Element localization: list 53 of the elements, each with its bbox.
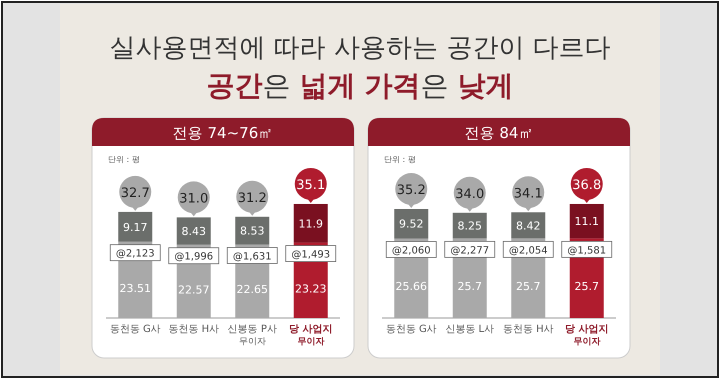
data-label: 23.51 — [120, 282, 151, 295]
annotation: @1,631 — [232, 251, 272, 262]
total-label: 36.8 — [572, 178, 602, 193]
data-label: 22.57 — [178, 283, 210, 296]
data-label: 8.42 — [516, 219, 540, 232]
bar — [294, 204, 328, 243]
data-label: 23.23 — [295, 282, 326, 296]
annotation: @1,996 — [174, 252, 214, 263]
data-label: 8.25 — [458, 220, 482, 233]
x-tick-label: 신봉동 L사 — [445, 324, 494, 335]
bar — [235, 216, 270, 244]
text: 단위 : 평 — [108, 155, 140, 164]
text: 실사용면적에 따라 사용하는 공간이 다르다 — [109, 33, 611, 63]
annotation: @1,493 — [291, 250, 330, 261]
data-label: 25.7 — [458, 280, 482, 294]
total-label: 31.2 — [238, 190, 267, 206]
x-tick-label: 동천동 H사 — [502, 324, 554, 335]
annotation: @2,277 — [450, 245, 490, 256]
annotation: @2,054 — [508, 245, 548, 256]
chart-title: 전용 84㎡ — [464, 124, 534, 142]
total-label: 34.0 — [455, 186, 484, 202]
text: 공간은 넓게 가격은 낮게 — [206, 69, 514, 102]
total-label: 35.2 — [396, 182, 426, 198]
data-label: 9.17 — [123, 220, 148, 234]
data-label: 11.1 — [574, 215, 599, 228]
total-label: 31.0 — [179, 191, 208, 206]
data-label: 25.66 — [396, 280, 427, 294]
bar — [118, 212, 152, 242]
bar — [511, 212, 546, 238]
total-label: 35.1 — [296, 178, 326, 193]
x-tick-label: 동천동 G사 — [386, 324, 437, 335]
text: 단위 : 평 — [384, 155, 416, 164]
data-label: 25.7 — [516, 280, 540, 294]
x-tick-label: 신봉동 P사 무이자 — [228, 324, 277, 347]
total-label: 34.1 — [514, 186, 543, 202]
annotation: @2,060 — [392, 245, 431, 256]
data-label: 25.7 — [574, 280, 599, 294]
data-label: 8.53 — [240, 224, 264, 238]
x-tick-label: 당 사업지 무이자 — [565, 324, 608, 347]
x-tick-label: 동천동 G사 — [110, 324, 161, 335]
data-label: 22.65 — [236, 283, 268, 296]
x-tick-label: 동천동 H사 — [168, 324, 220, 335]
bar — [570, 204, 604, 238]
bar — [394, 208, 428, 238]
annotation: @2,123 — [116, 248, 155, 260]
data-label: 11.9 — [298, 217, 323, 230]
chart-title: 전용 74~76㎡ — [172, 124, 274, 142]
data-label: 8.43 — [182, 225, 206, 238]
bar — [452, 212, 487, 238]
data-label: 9.52 — [399, 218, 424, 231]
x-tick-label: 당 사업지 무이자 — [289, 324, 332, 347]
total-label: 32.7 — [120, 186, 150, 201]
annotation: @1,581 — [567, 245, 606, 256]
